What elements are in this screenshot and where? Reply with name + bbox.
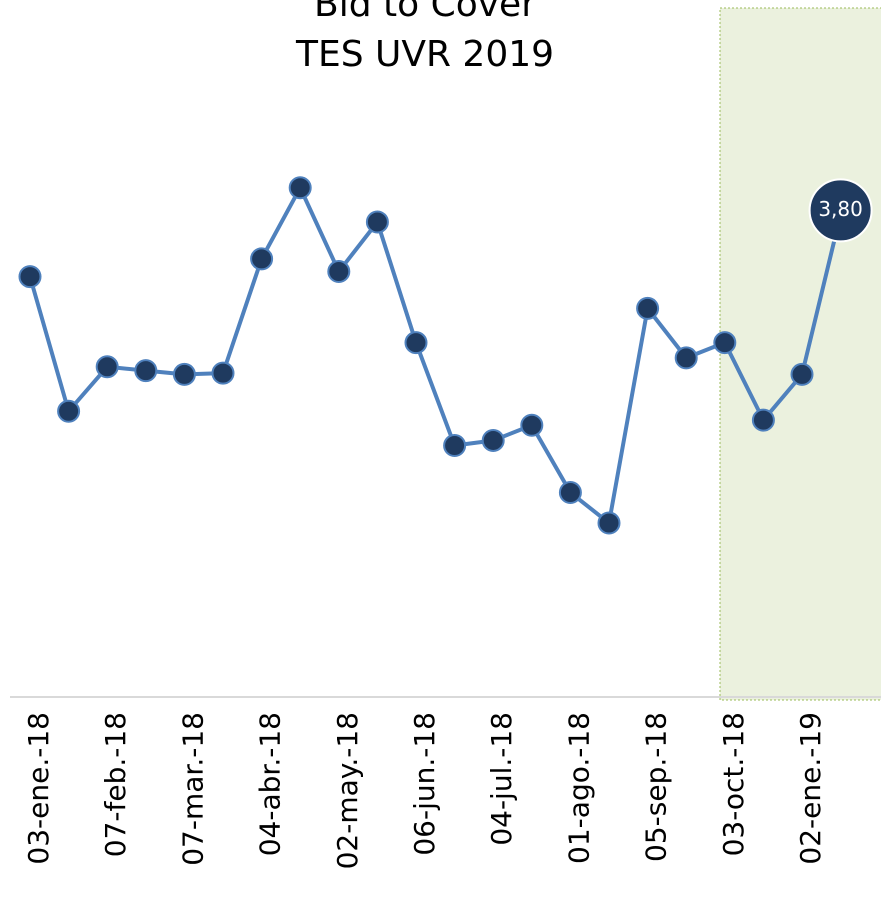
data-point [443, 434, 467, 458]
data-point [57, 399, 81, 423]
data-point [790, 362, 814, 386]
data-point [597, 511, 621, 535]
data-point [481, 428, 505, 452]
data-point [211, 361, 235, 385]
chart-title: Bid to Cover [314, 0, 536, 25]
data-point [751, 408, 775, 432]
data-point [288, 176, 312, 200]
x-tick-label: 04-jul.-18 [485, 712, 518, 846]
data-point [404, 331, 428, 355]
data-point [674, 346, 698, 370]
series-line [28, 185, 843, 526]
x-tick-label: 03-oct.-18 [717, 712, 750, 856]
data-label: 3,80 [818, 197, 863, 221]
data-point [172, 362, 196, 386]
x-tick-label: 02-may.-18 [331, 712, 364, 869]
data-point [636, 296, 660, 320]
x-tick-label: 06-jun.-18 [408, 712, 441, 856]
data-point [520, 413, 544, 437]
x-tick-label: 01-ago.-18 [562, 712, 595, 864]
data-point [18, 265, 42, 289]
highlight-region [719, 7, 881, 701]
x-tick-label: 07-feb.-18 [99, 712, 132, 857]
chart-subtitle: TES UVR 2019 [295, 34, 554, 75]
x-tick-label: 03-ene.-18 [22, 712, 55, 865]
data-point [558, 481, 582, 505]
x-tick-label: 02-ene.-19 [794, 712, 827, 865]
data-point [327, 260, 351, 284]
x-tick-label: 05-sep.-18 [640, 712, 673, 862]
x-tick-label: 04-abr.-18 [254, 712, 287, 856]
data-point [250, 247, 274, 271]
data-point [713, 331, 737, 355]
data-point [95, 355, 119, 379]
x-tick-label: 07-mar.-18 [176, 712, 209, 866]
data-label-bubble [808, 178, 873, 243]
data-point [365, 210, 389, 234]
data-point [134, 359, 158, 383]
